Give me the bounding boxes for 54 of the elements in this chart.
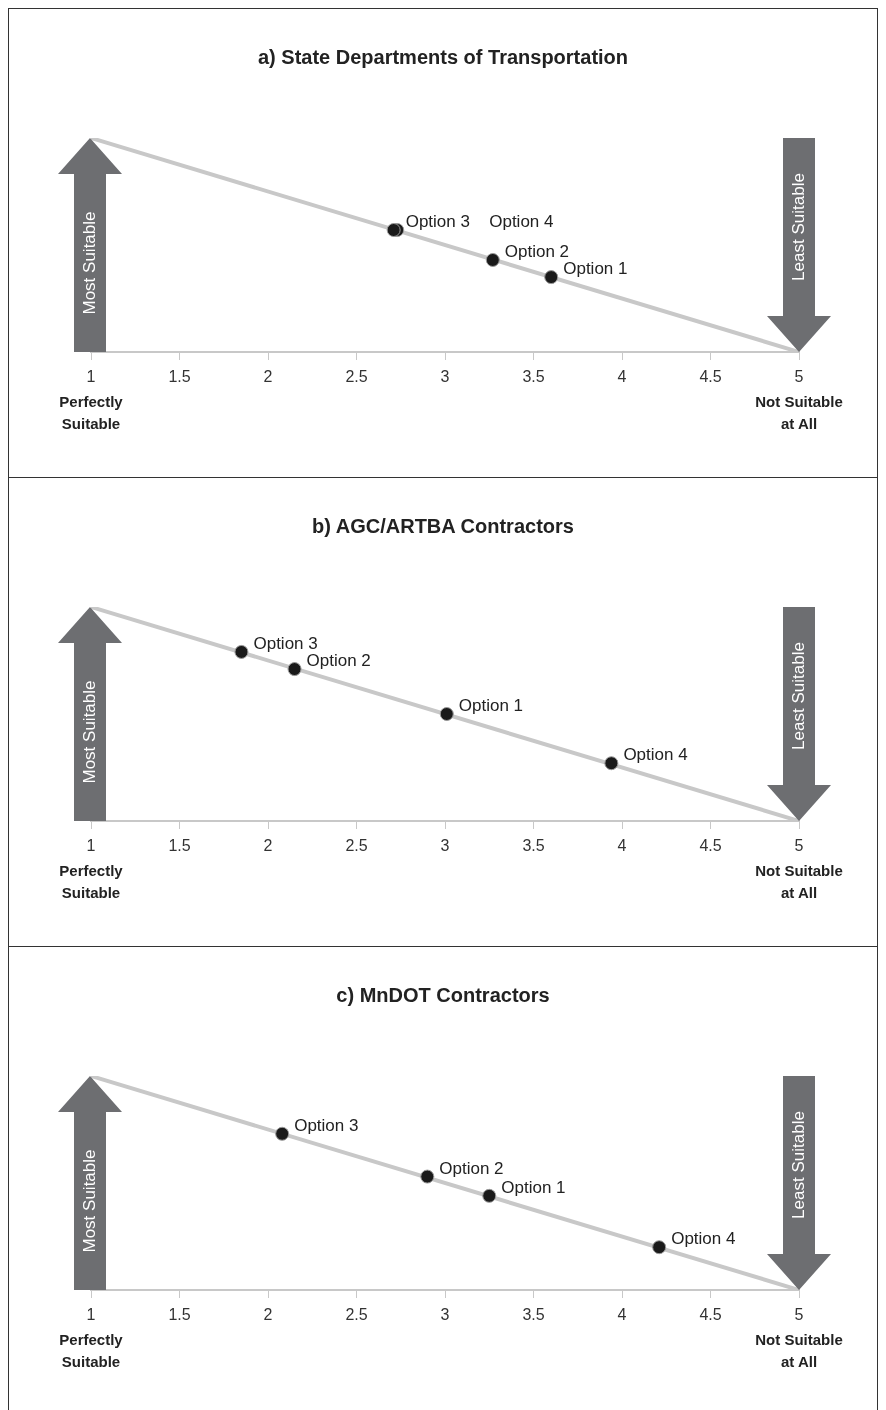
x-tick-label: 4.5	[699, 837, 722, 855]
x-tick-label: 1.5	[168, 837, 191, 855]
text: Not Suitable at All	[755, 393, 843, 432]
x-tick-label: 2.5	[345, 1306, 368, 1324]
series-label: Option 1	[563, 259, 628, 279]
x-tick-label: 5	[794, 1306, 804, 1324]
x-tick-label: 3	[440, 368, 450, 386]
x-tick-label: 2	[263, 1306, 273, 1324]
annotation: Least Suitable	[789, 642, 809, 750]
x-tick-label: 4	[617, 837, 627, 855]
x-tick-label: 4	[617, 368, 627, 386]
x-tick-label: 1	[86, 837, 96, 855]
annotation: Most Suitable	[80, 211, 100, 315]
text: Perfectly Suitable	[59, 393, 124, 432]
x-tick-label: 2.5	[345, 368, 368, 386]
series-label: Option 2	[504, 241, 570, 261]
series-label: Option 2	[306, 651, 371, 671]
x-tick-label: 2	[263, 368, 273, 386]
x-tick-label: 1	[86, 368, 96, 386]
x-tick-label: 2	[263, 837, 273, 855]
text: Perfectly Suitable	[59, 862, 124, 901]
series-label: Option 4	[623, 745, 688, 765]
annotation: Most Suitable	[80, 680, 100, 784]
chart-title: b) AGC/ARTBA Contractors	[311, 514, 575, 538]
x-tick-label: 3.5	[522, 368, 545, 386]
annotation: Most Suitable	[80, 1149, 100, 1253]
x-tick-label: 3	[440, 1306, 450, 1324]
chart-title: a) State Departments of Transportation	[256, 45, 630, 69]
series-label: Option 1	[501, 1177, 566, 1197]
x-tick-label: 4	[617, 1306, 627, 1324]
series-label: Option 1	[458, 696, 524, 715]
x-tick-label: 1.5	[168, 368, 191, 386]
text: Not Suitable at All	[755, 862, 843, 901]
x-tick-label: 3	[440, 837, 450, 855]
annotation: Least Suitable	[789, 1111, 809, 1219]
x-tick-label: 3.5	[522, 837, 545, 855]
chart-title: c) MnDOT Contractors	[335, 983, 551, 1007]
text: Option 4	[489, 212, 554, 232]
series-label: Option 3	[294, 1115, 359, 1135]
x-tick-label: 5	[794, 837, 804, 855]
x-tick-label: 5	[794, 368, 804, 386]
x-tick-label: 1.5	[168, 1306, 191, 1324]
text: Perfectly Suitable	[59, 1331, 124, 1370]
x-tick-label: 3.5	[522, 1306, 545, 1324]
series-label: Option 4	[671, 1229, 736, 1249]
series-label: Option 3	[405, 212, 470, 232]
x-tick-label: 2.5	[345, 837, 368, 855]
x-tick-label: 1	[86, 1306, 96, 1324]
x-tick-label: 4.5	[699, 368, 722, 386]
annotation: Least Suitable	[789, 173, 809, 281]
text: Not Suitable at All	[755, 1331, 843, 1370]
series-label: Option 3	[253, 633, 318, 653]
x-tick-label: 4.5	[699, 1306, 722, 1324]
series-label: Option 2	[439, 1158, 504, 1178]
